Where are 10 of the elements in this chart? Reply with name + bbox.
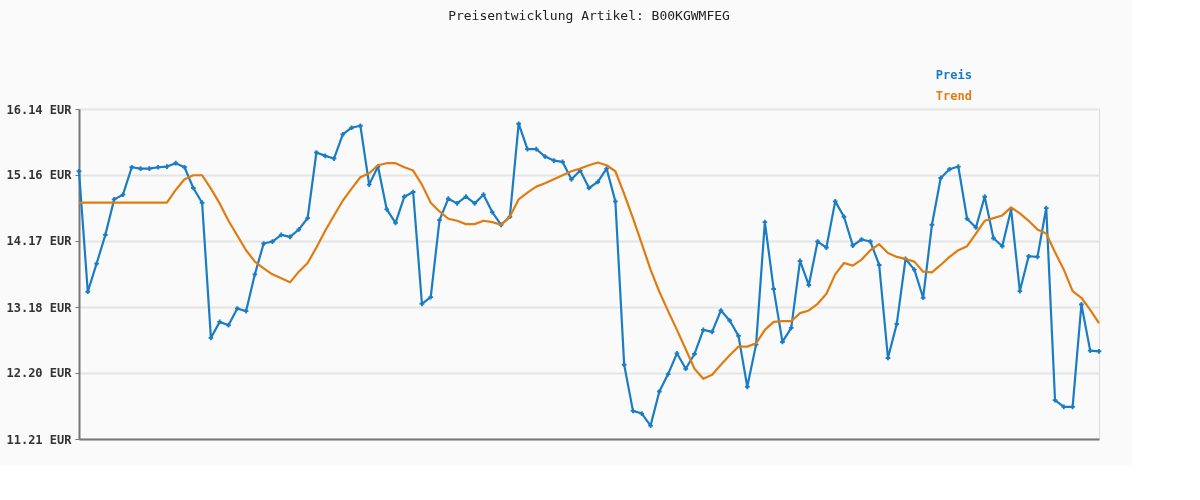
chart-title: Preisentwicklung Artikel: B00KGWMFEG bbox=[448, 8, 731, 23]
line-series bbox=[77, 161, 1101, 380]
text: Trend bbox=[935, 89, 972, 103]
y-tick-label: 11.21 EUR bbox=[6, 432, 73, 447]
y-tick-label: 14.17 EUR bbox=[6, 234, 73, 249]
y-tick-label: 12.20 EUR bbox=[6, 366, 73, 381]
y-tick-label: 16.14 EUR bbox=[6, 102, 73, 117]
y-tick-label: 15.16 EUR bbox=[6, 168, 73, 183]
text: Preis bbox=[935, 68, 972, 82]
y-tick-label: 13.18 EUR bbox=[6, 300, 73, 315]
